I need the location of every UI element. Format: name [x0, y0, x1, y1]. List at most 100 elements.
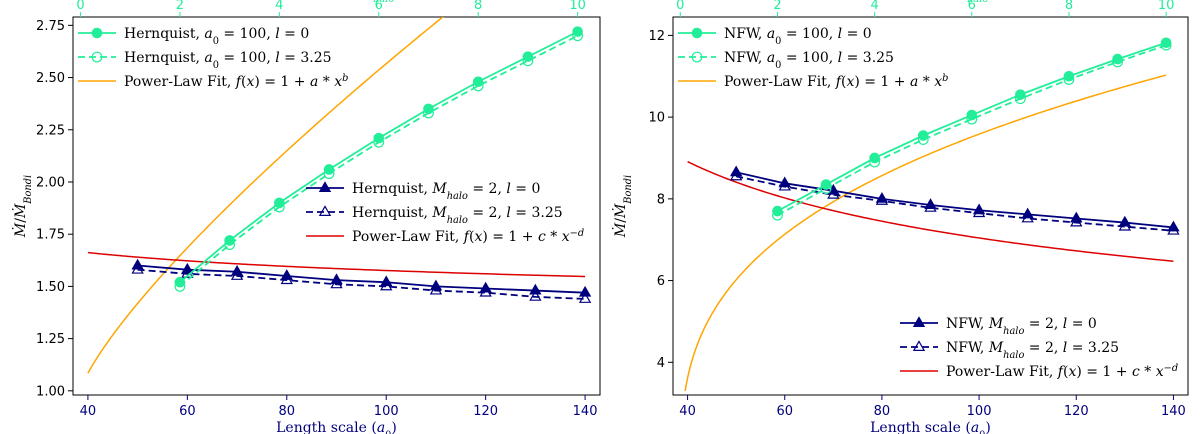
- x-axis-title-bottom: Length scale (a0): [870, 420, 991, 434]
- data-point: [912, 340, 926, 351]
- math-part: = 3.25: [511, 205, 563, 221]
- math-part: f: [1057, 364, 1066, 380]
- math-part: M: [988, 316, 1004, 332]
- math-part: ) = 1 +: [482, 229, 538, 245]
- fit-curve: [87, 251, 586, 278]
- data-point: [1160, 39, 1172, 51]
- math-part: x: [846, 74, 854, 90]
- axis-title-pre: Length scale (: [870, 420, 971, 434]
- legend-label-pre: NFW,: [724, 50, 767, 66]
- math-part: 0: [775, 36, 781, 47]
- data-point: [479, 285, 492, 297]
- math-part: Ṁ: [11, 222, 29, 238]
- data-point: [578, 292, 592, 303]
- math-part: 0: [213, 36, 219, 47]
- math-part: 0: [385, 430, 391, 434]
- math-part: −d: [1164, 363, 1178, 374]
- data-point: [423, 107, 434, 119]
- data-point: [1167, 223, 1180, 235]
- legend-label-pre: Power-Law Fit,: [946, 364, 1058, 380]
- series-line: [777, 44, 1167, 216]
- legend-label: NFW, a0 = 100, l = 3.25: [724, 50, 894, 71]
- x-axis-title-bottom: Length scale (a0): [276, 420, 397, 434]
- math-part: a: [204, 26, 212, 42]
- math-part: b: [942, 73, 948, 84]
- y-tick-label: 1.25: [36, 332, 65, 347]
- math-part: l: [506, 181, 510, 197]
- math-part: = 0: [280, 26, 310, 42]
- data-point: [224, 239, 236, 251]
- math-part: (: [1063, 364, 1068, 380]
- top-tick-label: 10: [569, 0, 586, 13]
- math-part: = 3.25: [280, 50, 332, 66]
- legend-label-pre: Hernquist,: [352, 205, 432, 221]
- top-tick-label: 6: [375, 0, 383, 13]
- top-tick-label: 4: [870, 0, 878, 13]
- math-part: *: [318, 74, 334, 90]
- axis-title-post: ): [985, 420, 990, 434]
- math-part: a: [767, 50, 775, 66]
- data-point: [875, 194, 889, 205]
- y-tick-label: 10: [648, 111, 665, 126]
- legend-label-pre: Hernquist,: [352, 181, 432, 197]
- series-4: [729, 169, 1180, 235]
- math-part: ) = 1 +: [254, 74, 310, 90]
- axis-title-pre: Length scale (: [276, 420, 377, 434]
- math-part: x: [246, 74, 254, 90]
- math-part: = 3.25: [1067, 340, 1119, 356]
- math-part: b: [342, 73, 348, 84]
- bottom-tick-label: 80: [279, 404, 296, 419]
- data-point: [472, 80, 484, 92]
- math-part: a: [204, 50, 212, 66]
- series-2: [87, 17, 444, 374]
- math-part: x: [1068, 364, 1076, 380]
- bottom-tick-label: 80: [874, 404, 891, 419]
- math-part: x: [334, 74, 342, 90]
- math-part: = 2,: [468, 205, 506, 221]
- math-part: a: [377, 420, 385, 434]
- legend-label: NFW, Mhalo = 2, l = 0: [946, 316, 1097, 337]
- math-part: = 0: [842, 26, 872, 42]
- top-tick-label: 2: [773, 0, 781, 13]
- legend-label-pre: Power-Law Fit,: [352, 229, 464, 245]
- bottom-tick-label: 140: [573, 404, 598, 419]
- data-point: [529, 290, 542, 301]
- data-point: [380, 279, 393, 291]
- data-point: [230, 269, 244, 280]
- data-point: [91, 51, 103, 63]
- math-part: c: [538, 229, 546, 245]
- series-line: [735, 175, 1174, 232]
- math-part: a: [767, 26, 775, 42]
- math-part: = 0: [1067, 316, 1097, 332]
- axis-title-post: ): [391, 420, 396, 434]
- bottom-tick-label: 40: [679, 404, 696, 419]
- bottom-tick-label: 120: [473, 404, 498, 419]
- data-point: [273, 201, 285, 213]
- math-part: M: [431, 181, 447, 197]
- data-point: [772, 209, 783, 221]
- data-point: [280, 273, 293, 285]
- data-point: [318, 181, 332, 192]
- data-point: [691, 51, 703, 63]
- top-tick-label: 4: [275, 0, 283, 13]
- plot-area: [87, 17, 592, 374]
- series-line: [777, 41, 1167, 212]
- y-tick-label: 2.75: [36, 19, 65, 34]
- math-part: = 2,: [468, 181, 506, 197]
- data-point: [323, 168, 335, 180]
- math-part: M: [431, 205, 447, 221]
- x-axis-title-top: Halo Mass (Mhalo): [274, 0, 400, 5]
- series-5: [687, 160, 1174, 262]
- series-2: [684, 74, 1167, 392]
- math-part: halo: [373, 0, 394, 5]
- top-tick-label: 8: [1065, 0, 1073, 13]
- bottom-tick-label: 40: [80, 404, 97, 419]
- panel-nfw: 4 6 8 10 12 40 60 80 100 120 140 0 2 4 6 8 10 Length scal…: [611, 0, 1189, 434]
- data-point: [429, 283, 443, 295]
- legend-label-pre: NFW,: [946, 316, 989, 332]
- math-part: = 100,: [781, 26, 837, 42]
- y-axis-title: Ṁ/ṀBondi: [611, 175, 634, 238]
- y-tick-label: 2.00: [36, 175, 65, 190]
